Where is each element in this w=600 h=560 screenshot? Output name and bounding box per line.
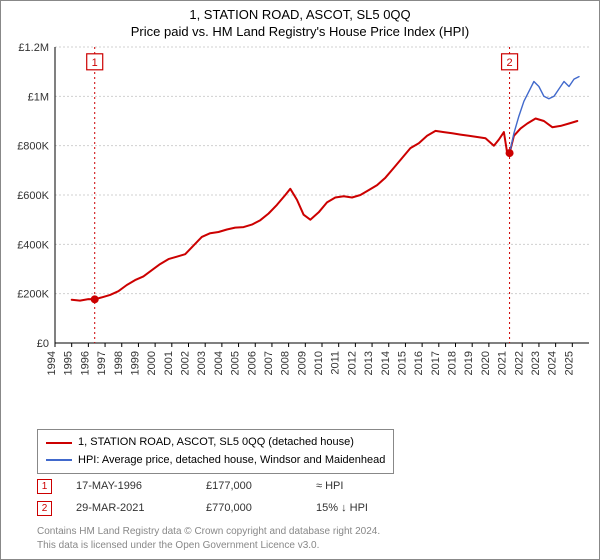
footer-line-1: Contains HM Land Registry data © Crown c… bbox=[37, 525, 380, 539]
footer-line-2: This data is licensed under the Open Gov… bbox=[37, 539, 380, 553]
legend-swatch bbox=[46, 442, 72, 444]
svg-text:£800K: £800K bbox=[17, 141, 49, 153]
svg-text:2025: 2025 bbox=[563, 351, 575, 375]
legend: 1, STATION ROAD, ASCOT, SL5 0QQ (detache… bbox=[37, 429, 394, 474]
chart-subtitle: Price paid vs. HM Land Registry's House … bbox=[1, 22, 599, 43]
svg-text:1: 1 bbox=[92, 57, 98, 69]
sale-price: £770,000 bbox=[206, 502, 316, 514]
svg-text:2014: 2014 bbox=[380, 351, 392, 375]
svg-text:2: 2 bbox=[507, 57, 513, 69]
sale-date: 17-MAY-1996 bbox=[76, 480, 206, 492]
svg-text:2009: 2009 bbox=[296, 351, 308, 375]
svg-text:2013: 2013 bbox=[363, 351, 375, 375]
svg-text:2024: 2024 bbox=[547, 351, 559, 375]
svg-text:2023: 2023 bbox=[530, 351, 542, 375]
sale-marker-badge: 1 bbox=[37, 479, 52, 494]
svg-text:2006: 2006 bbox=[246, 351, 258, 375]
svg-text:2010: 2010 bbox=[313, 351, 325, 375]
svg-text:1994: 1994 bbox=[46, 351, 58, 375]
legend-label: 1, STATION ROAD, ASCOT, SL5 0QQ (detache… bbox=[78, 434, 354, 452]
svg-text:£1M: £1M bbox=[28, 91, 49, 103]
legend-label: HPI: Average price, detached house, Wind… bbox=[78, 452, 385, 470]
sale-hpi: ≈ HPI bbox=[316, 480, 426, 492]
svg-text:2011: 2011 bbox=[330, 351, 342, 375]
svg-text:2012: 2012 bbox=[346, 351, 358, 375]
sale-hpi: 15% ↓ HPI bbox=[316, 502, 426, 514]
svg-text:2022: 2022 bbox=[513, 351, 525, 375]
chart-container: 1, STATION ROAD, ASCOT, SL5 0QQ Price pa… bbox=[0, 0, 600, 560]
svg-text:2018: 2018 bbox=[447, 351, 459, 375]
svg-text:1995: 1995 bbox=[63, 351, 75, 375]
svg-text:2004: 2004 bbox=[213, 351, 225, 375]
svg-text:2007: 2007 bbox=[263, 351, 275, 375]
svg-text:1998: 1998 bbox=[113, 351, 125, 375]
sale-price: £177,000 bbox=[206, 480, 316, 492]
svg-text:2016: 2016 bbox=[413, 351, 425, 375]
sales-table: 1 17-MAY-1996£177,000≈ HPI 2 29-MAR-2021£77… bbox=[37, 475, 426, 519]
attribution-footer: Contains HM Land Registry data © Crown c… bbox=[37, 525, 380, 552]
svg-text:£600K: £600K bbox=[17, 190, 49, 202]
svg-text:1996: 1996 bbox=[79, 351, 91, 375]
legend-swatch bbox=[46, 459, 72, 461]
svg-text:£1.2M: £1.2M bbox=[18, 43, 49, 54]
svg-text:£0: £0 bbox=[37, 338, 49, 350]
svg-text:1999: 1999 bbox=[129, 351, 141, 375]
legend-item: HPI: Average price, detached house, Wind… bbox=[46, 452, 385, 470]
svg-text:2017: 2017 bbox=[430, 351, 442, 375]
svg-text:2003: 2003 bbox=[196, 351, 208, 375]
legend-item: 1, STATION ROAD, ASCOT, SL5 0QQ (detache… bbox=[46, 434, 385, 452]
sale-date: 29-MAR-2021 bbox=[76, 502, 206, 514]
svg-text:2020: 2020 bbox=[480, 351, 492, 375]
svg-text:2019: 2019 bbox=[463, 351, 475, 375]
sale-row: 1 17-MAY-1996£177,000≈ HPI bbox=[37, 475, 426, 497]
line-chart: £0 £200K £400K £600K £800K £1M £1.2M 1994 1995 19… bbox=[1, 43, 600, 383]
sale-marker-badge: 2 bbox=[37, 501, 52, 516]
svg-text:2000: 2000 bbox=[146, 351, 158, 375]
svg-text:2021: 2021 bbox=[497, 351, 509, 375]
svg-text:2001: 2001 bbox=[163, 351, 175, 375]
sale-row: 2 29-MAR-2021£770,00015% ↓ HPI bbox=[37, 497, 426, 519]
svg-text:2002: 2002 bbox=[180, 351, 192, 375]
svg-text:£400K: £400K bbox=[17, 239, 49, 251]
svg-text:1997: 1997 bbox=[96, 351, 108, 375]
svg-text:2005: 2005 bbox=[230, 351, 242, 375]
svg-text:2015: 2015 bbox=[396, 351, 408, 375]
chart-title: 1, STATION ROAD, ASCOT, SL5 0QQ bbox=[1, 1, 599, 22]
svg-text:£200K: £200K bbox=[17, 289, 49, 301]
svg-text:2008: 2008 bbox=[280, 351, 292, 375]
